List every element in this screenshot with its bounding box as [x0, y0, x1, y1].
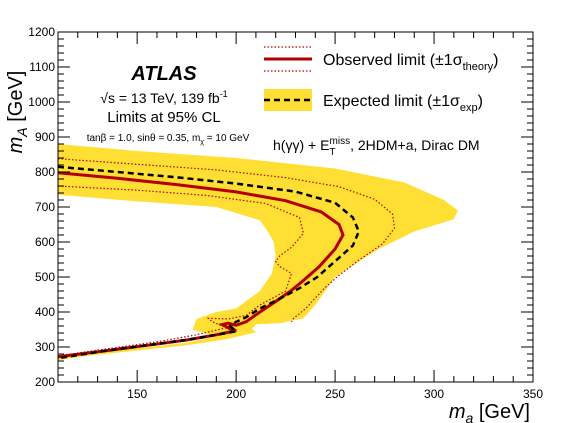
process-sub: T	[329, 147, 335, 158]
y-tick-label: 700	[35, 200, 55, 214]
process-text: h(γγ) + ETmiss, 2HDM+a, Dirac DM	[273, 136, 480, 158]
x-tick-label: 250	[325, 387, 345, 401]
series-line-expected	[58, 165, 361, 360]
process-sup: miss	[330, 136, 351, 147]
x-axis-label-sub: a	[466, 410, 474, 423]
atlas-label: ATLAS	[130, 63, 197, 85]
y-tick-label: 300	[35, 340, 55, 354]
legend-expected-head: Expected limit (±1σ	[323, 93, 460, 110]
plot-frame	[57, 31, 534, 383]
x-tick-label: 150	[127, 387, 147, 401]
y-tick-label: 1200	[28, 25, 55, 39]
legend-observed-head: Observed limit (±1σ	[323, 52, 463, 69]
energy-text: √s = 13 TeV, 139 fb	[100, 90, 220, 106]
legend-observed-sub: theory	[463, 61, 494, 73]
lumi-sup: -1	[220, 89, 228, 99]
legend: Observed limit (±1σtheory) Expected limi…	[264, 46, 498, 158]
expected-band-area	[58, 144, 458, 361]
legend-expected-sub: exp	[460, 102, 478, 114]
band-layer	[58, 144, 458, 361]
series-line-observed	[58, 171, 345, 359]
energy-lumi-text: √s = 13 TeV, 139 fb-1	[100, 89, 227, 106]
cl-text: Limits at 95% CL	[107, 109, 220, 126]
params-text: tanβ = 1.0, sinθ = 0.35, mχ = 10 GeV	[87, 133, 250, 146]
y-tick-label: 1000	[28, 95, 55, 109]
y-axis-label: mA [GeV]	[5, 71, 30, 154]
y-tick-label: 900	[35, 130, 55, 144]
y-tick-label: 400	[35, 305, 55, 319]
x-axis-label: ma [GeV]	[449, 401, 530, 423]
y-tick-label: 200	[35, 375, 55, 389]
y-axis-label-main: m	[5, 137, 27, 154]
x-tick-label: 350	[523, 387, 543, 401]
process-tail: , 2HDM+a, Dirac DM	[350, 137, 480, 153]
y-tick-label: 600	[35, 235, 55, 249]
axis-layer: 150 200 250 300 350 200 300 400 500 600 700 800 900 1…	[28, 25, 543, 401]
legend-observed-tail: )	[493, 52, 498, 69]
params-head: tanβ = 1.0, sinθ = 0.35, m	[87, 133, 201, 144]
y-axis-label-unit: [GeV]	[5, 71, 27, 128]
x-axis-label-unit: [GeV]	[473, 401, 530, 423]
params-tail: = 10 GeV	[204, 133, 250, 144]
y-tick-label: 1100	[29, 60, 55, 74]
y-tick-label: 500	[35, 270, 55, 284]
y-axis-label-sub: A	[14, 127, 30, 137]
legend-observed-label: Observed limit (±1σtheory)	[323, 52, 498, 73]
y-tick-label: 800	[35, 165, 55, 179]
x-tick-label: 300	[424, 387, 444, 401]
params-sub: χ	[200, 139, 204, 146]
legend-expected-tail: )	[478, 93, 483, 110]
line-layer	[58, 158, 396, 360]
process-head: h(γγ) + E	[273, 137, 329, 153]
legend-expected-label: Expected limit (±1σexp)	[323, 93, 483, 114]
x-tick-label: 200	[226, 387, 246, 401]
x-axis-label-main: m	[449, 401, 466, 423]
